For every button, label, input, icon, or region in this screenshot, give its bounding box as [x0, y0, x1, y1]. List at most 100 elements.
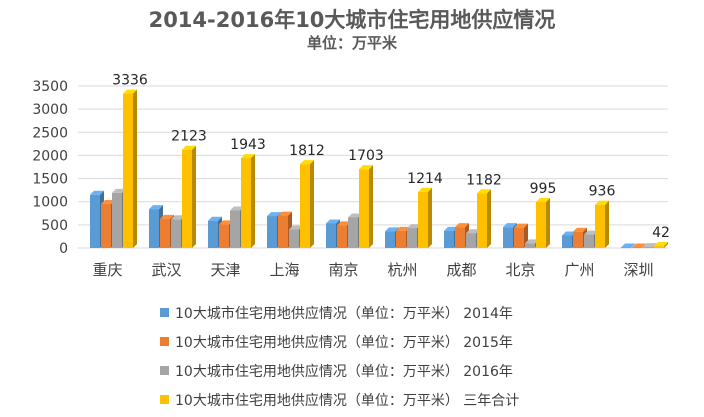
- bar-side: [369, 165, 373, 248]
- bar: [595, 200, 609, 248]
- bar-top: [208, 216, 222, 221]
- x-tick-label: 南京: [328, 261, 358, 279]
- bar-side: [605, 200, 609, 248]
- y-tick-label: 3500: [32, 79, 68, 95]
- bar-top: [160, 214, 174, 219]
- bar-front: [573, 231, 583, 248]
- bar-front: [267, 216, 277, 248]
- bar-front: [396, 230, 406, 248]
- bar-front: [654, 246, 664, 248]
- bar-top: [418, 187, 432, 192]
- bar-top: [396, 226, 410, 231]
- bar-side: [428, 187, 432, 248]
- data-label: 1214: [407, 171, 443, 187]
- bar-top: [241, 154, 255, 159]
- legend-label-2014: 10大城市住宅用地供应情况（单位：万平米） 2014年: [175, 305, 513, 322]
- bar-top: [654, 242, 668, 247]
- y-tick-label: 500: [41, 218, 68, 234]
- bar-front: [503, 227, 513, 248]
- bar: [241, 154, 255, 248]
- data-label: 1703: [348, 148, 384, 164]
- y-tick-label: 2000: [32, 148, 68, 164]
- legend-item-total: 10大城市住宅用地供应情况（单位：万平米） 三年合计: [160, 385, 519, 414]
- bar-top: [171, 215, 185, 220]
- bar-side: [133, 89, 137, 249]
- bar-front: [337, 225, 347, 248]
- bar-front: [632, 247, 642, 248]
- y-tick-label: 0: [59, 241, 68, 257]
- bar-front: [514, 227, 524, 248]
- legend-swatch-total: [160, 395, 169, 404]
- bar-top: [337, 221, 351, 226]
- bar-top: [326, 219, 340, 224]
- legend-swatch-2014: [160, 308, 169, 317]
- bar-top: [595, 200, 609, 205]
- data-label: 1182: [466, 172, 502, 188]
- bar-side: [642, 243, 646, 248]
- data-label: 3336: [112, 73, 148, 89]
- bar-top: [278, 211, 292, 216]
- bar-side: [310, 160, 314, 248]
- x-tick-label: 杭州: [387, 261, 417, 279]
- bar-top: [230, 206, 244, 211]
- y-tick-label: 3000: [32, 102, 68, 118]
- bar-top: [289, 225, 303, 230]
- data-label: 936: [589, 184, 616, 200]
- x-tick-label: 广州: [564, 261, 594, 279]
- y-axis-tick-labels: 0 500 1000 1500 2000 2500 3000 3500: [32, 79, 68, 257]
- bar-top: [584, 230, 598, 235]
- y-tick-label: 1000: [32, 195, 68, 211]
- x-axis-tick-labels: 重庆 武汉 天津 上海 南京 杭州 成都 北京 广州 深圳: [92, 261, 653, 279]
- bar-front: [562, 235, 572, 248]
- data-label: 42: [652, 225, 670, 241]
- bar-front: [418, 191, 428, 248]
- bar: [536, 197, 550, 248]
- bar-top: [300, 160, 314, 165]
- bar-front: [621, 247, 631, 249]
- legend-item-2015: 10大城市住宅用地供应情况（单位：万平米） 2015年: [160, 327, 519, 356]
- bar-front: [359, 169, 369, 248]
- bar-top: [219, 220, 233, 225]
- bar-front: [160, 218, 170, 248]
- bar: [654, 242, 668, 248]
- x-tick-label: 武汉: [151, 261, 181, 279]
- bar-side: [546, 197, 550, 248]
- bar-top: [385, 227, 399, 232]
- data-label: 995: [530, 181, 557, 197]
- bar-front: [300, 164, 310, 248]
- bar-front: [407, 228, 417, 248]
- chart-subtitle: 单位：万平米: [306, 34, 397, 52]
- legend-swatch-2016: [160, 366, 169, 375]
- bar-top: [525, 239, 539, 244]
- chart-title: 2014-2016年10大城市住宅用地供应情况: [148, 8, 556, 32]
- x-tick-label: 北京: [505, 261, 535, 279]
- bar-front: [536, 201, 546, 248]
- bar-side: [631, 243, 635, 248]
- bar: [621, 243, 635, 249]
- bar-top: [466, 229, 480, 234]
- bar-top: [182, 145, 196, 150]
- data-label: 1943: [230, 137, 266, 153]
- bar-top: [101, 200, 115, 205]
- bar-top: [562, 231, 576, 236]
- bar-front: [90, 194, 100, 248]
- bar-front: [123, 93, 133, 249]
- bar-top: [112, 188, 126, 193]
- bar-top: [621, 243, 635, 248]
- x-tick-label: 成都: [446, 261, 476, 279]
- legend-swatch-2015: [160, 337, 169, 346]
- bar-front: [326, 223, 336, 248]
- bar-front: [477, 193, 487, 248]
- bar-top: [643, 243, 657, 248]
- bar-top: [477, 189, 491, 194]
- legend: 10大城市住宅用地供应情况（单位：万平米） 2014年 10大城市住宅用地供应情…: [160, 298, 519, 414]
- legend-label-2015: 10大城市住宅用地供应情况（单位：万平米） 2015年: [175, 334, 513, 351]
- bar-front: [595, 204, 605, 248]
- bar-front: [101, 204, 111, 248]
- x-tick-label: 上海: [269, 261, 299, 279]
- bar-front: [525, 243, 535, 248]
- bar: [632, 243, 646, 248]
- bar-front: [278, 215, 288, 248]
- bar: [300, 160, 314, 248]
